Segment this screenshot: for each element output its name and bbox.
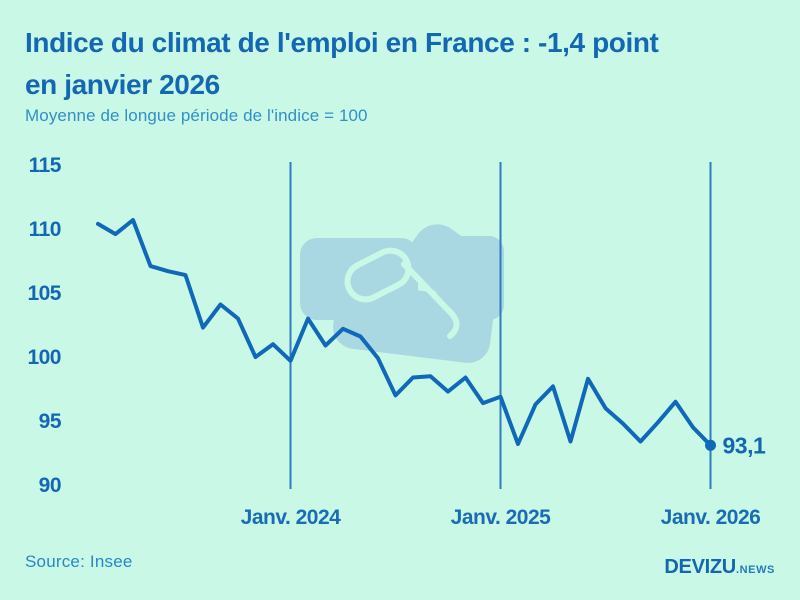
handshake-thumb-outline: [344, 247, 412, 303]
page-title: Indice du climat de l'emploi en France :…: [25, 22, 770, 106]
x-axis-label: Janv. 2026: [661, 506, 761, 529]
y-tick-label: 105: [27, 282, 61, 305]
page-title-line1: Indice du climat de l'emploi en France :…: [25, 27, 659, 58]
latest-value-label: 93,1: [723, 432, 766, 458]
year-marker-lines: Janv. 2024 Janv. 2025 Janv. 2026: [241, 162, 761, 529]
y-tick-label: 110: [29, 218, 61, 241]
index-line-series: [96, 218, 713, 448]
devizu-logo: DEVIZU.NEWS: [664, 556, 775, 579]
y-tick-label: 95: [39, 410, 62, 433]
x-axis-label: Janv. 2024: [241, 506, 342, 529]
y-axis-labels: 115 110 105 100 95 90: [27, 154, 62, 497]
handshake-gap-outline: [401, 261, 460, 339]
chart-subtitle: Moyenne de longue période de l'indice = …: [25, 106, 368, 125]
y-tick-label: 100: [27, 346, 61, 369]
logo-suffix: .NEWS: [735, 564, 775, 576]
y-tick-label: 90: [39, 474, 61, 497]
x-axis-label: Janv. 2025: [451, 506, 552, 529]
logo-brand: DEVIZU: [664, 556, 736, 578]
page-title-line2: en janvier 2026: [25, 69, 220, 100]
handshake-watermark-icon: [300, 224, 504, 363]
y-tick-label: 115: [29, 154, 62, 177]
latest-point-dot: [705, 439, 716, 451]
source-note: Source: Insee: [25, 552, 133, 571]
handshake-clasp: [333, 283, 493, 363]
